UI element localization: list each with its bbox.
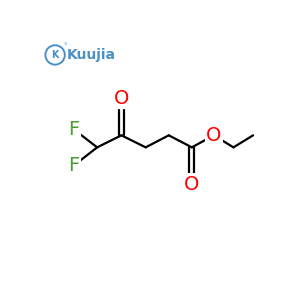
Text: O: O [206, 126, 221, 145]
Text: Kuujia: Kuujia [67, 48, 116, 62]
Text: F: F [68, 156, 80, 175]
Text: °: ° [63, 43, 67, 49]
Text: O: O [184, 175, 200, 194]
Text: K: K [51, 50, 59, 60]
Text: O: O [114, 89, 129, 108]
Text: F: F [68, 120, 80, 139]
